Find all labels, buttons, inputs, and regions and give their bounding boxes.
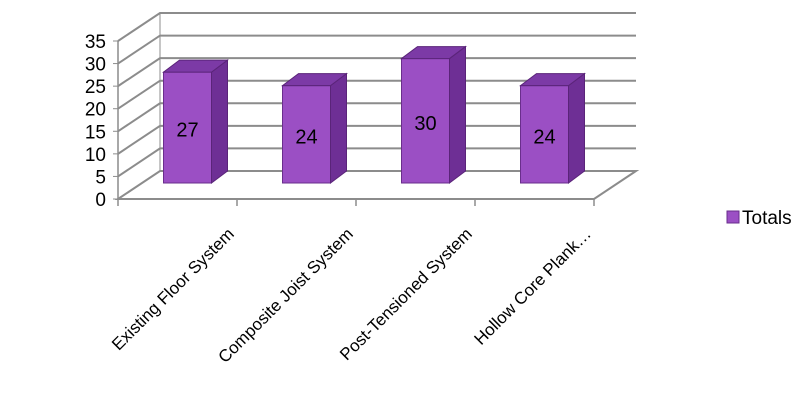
bar <box>400 45 467 184</box>
bar-top <box>519 73 586 87</box>
gridline <box>117 102 636 133</box>
gridline <box>117 79 636 110</box>
data-label: 27 <box>176 120 198 142</box>
bar-side <box>211 59 228 184</box>
bar-top <box>281 73 348 87</box>
gridlines <box>117 12 636 178</box>
bar <box>281 72 348 184</box>
y-tick-label: 30 <box>85 55 106 76</box>
category-label: Hollow Core Plank… <box>470 224 594 348</box>
bar-series <box>162 45 586 184</box>
y-tick-label: 20 <box>85 100 106 121</box>
gridline <box>117 57 636 87</box>
category-label: Post-Tensioned System <box>336 224 476 364</box>
y-tick-label: 25 <box>85 77 106 98</box>
bar <box>519 72 586 184</box>
data-label: 24 <box>295 126 317 148</box>
gridline <box>117 12 636 42</box>
bar-top <box>400 46 467 60</box>
data-label: 30 <box>414 113 436 135</box>
gridline <box>117 147 636 178</box>
legend-swatch <box>726 210 740 224</box>
category-label: Composite Joist System <box>214 224 356 366</box>
gridline <box>117 34 636 65</box>
bar-side <box>568 72 585 184</box>
bar-front <box>282 85 331 184</box>
y-tick-label: 0 <box>95 190 106 211</box>
data-labels: 27 24 30 24 <box>176 113 555 149</box>
y-tick-label: 15 <box>85 122 106 143</box>
y-tick-label: 35 <box>85 32 106 53</box>
bar-side <box>449 45 466 184</box>
legend: Totals <box>726 208 792 229</box>
category-label: Existing Floor System <box>108 224 238 354</box>
y-tick-label: 10 <box>85 145 106 166</box>
bar <box>162 59 229 184</box>
data-label: 24 <box>533 126 555 148</box>
bar-side <box>330 72 347 184</box>
bar-top <box>162 59 229 73</box>
gridline <box>117 124 636 155</box>
chart-axes <box>117 41 595 206</box>
y-tick-label: 5 <box>95 167 106 188</box>
bar-front <box>520 85 569 184</box>
legend-label: Totals <box>742 208 792 229</box>
